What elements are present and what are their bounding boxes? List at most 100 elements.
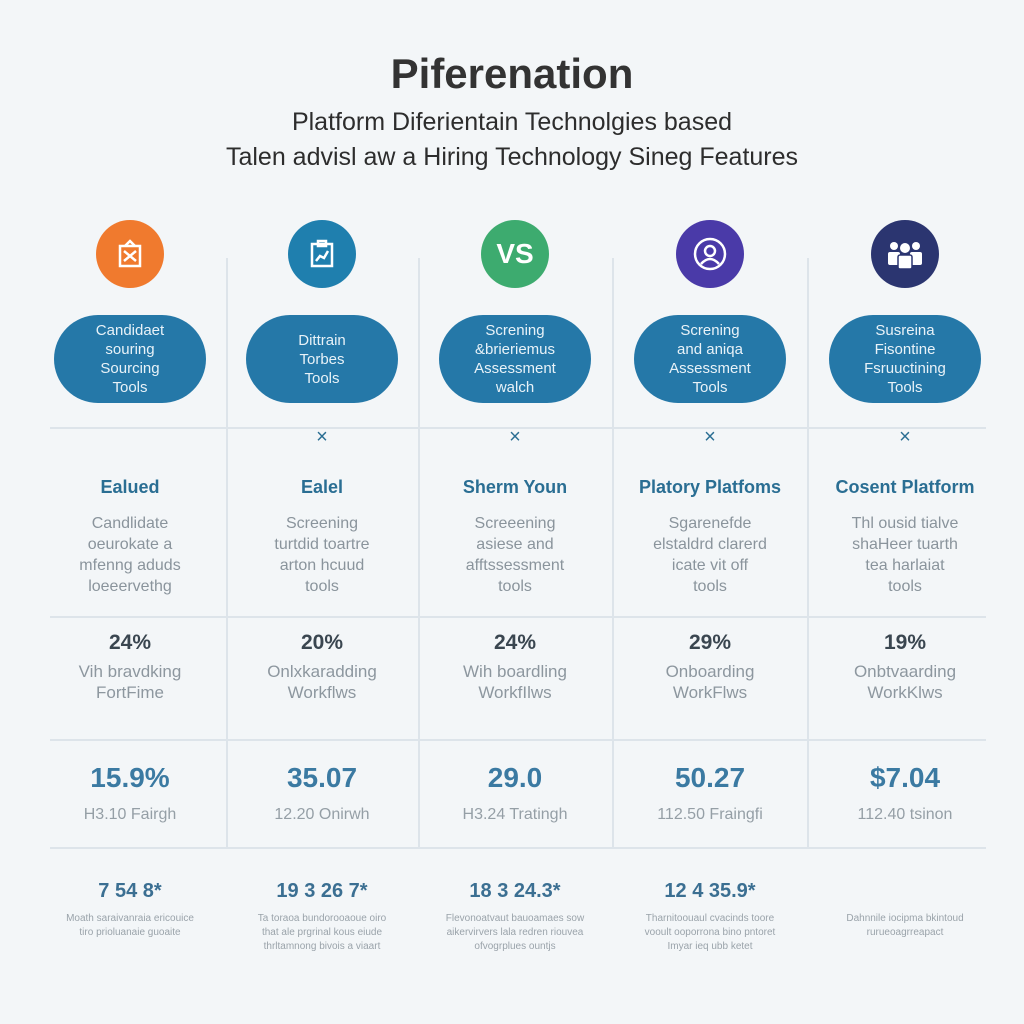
pill-line: Tools <box>304 369 340 387</box>
percentage-label: Vih bravdking FortFime <box>35 661 225 703</box>
percentage-value: 20% <box>300 631 344 654</box>
metric-label: 112.50 Fraingfi <box>657 806 763 823</box>
metric-label: 12.20 Onirwh <box>274 806 370 823</box>
foot_label-line: ofvogrplues ountjs <box>474 941 556 952</box>
desc-line: loeeervethg <box>88 578 172 595</box>
footer-note: Dahnnile iocipma bkintoud rurueoagrreapac… <box>810 912 1000 940</box>
foot_label-line: Ta toraoa bundorooaoue oiro <box>257 913 387 924</box>
pill-line: and aniqa <box>677 341 743 358</box>
page-title: Piferenation <box>390 50 634 97</box>
foot_label-line: rurueoagrreapact <box>866 927 944 938</box>
desc-line: Candlidate <box>91 515 169 532</box>
platform-column: VS Screning &brieriemus Assessment walch × … <box>420 0 610 1024</box>
percentage-value: 24% <box>493 631 537 654</box>
pct_label-line: Onbtvaarding <box>853 662 957 681</box>
pill-line: Screning <box>485 322 545 339</box>
subtitle-line-2: Talen advisl aw a Hiring Technology Sine… <box>225 143 799 171</box>
footer-value: 18 3 24.3* <box>469 880 561 902</box>
category-pill: Screning and aniqa Assessment Tools <box>634 315 786 403</box>
percentage-label: Onlxkaradding Workflws <box>227 661 417 703</box>
percentage-label: Wih boardling WorkfIlws <box>420 661 610 703</box>
desc-line: oeurokate a <box>87 536 173 553</box>
foot_label-line: aikervirvers lala redren riouvea <box>446 927 584 938</box>
pct_label-line: Onboarding <box>665 662 755 681</box>
close-icon: × <box>704 426 716 448</box>
footer-note: Flevonoatvaut bauoamaes sow aikervirvers … <box>420 912 610 954</box>
column-divider <box>226 258 228 848</box>
pct_label-line: FortFime <box>96 683 164 702</box>
pill-line: Tools <box>887 379 923 396</box>
footer-value: 12 4 35.9* <box>664 880 756 902</box>
desc-line: tools <box>888 578 922 595</box>
foot_label-line: Flevonoatvaut bauoamaes sow <box>445 913 585 924</box>
pct_label-line: Wih boardling <box>463 662 567 681</box>
foot_label-line: Tharnitoouaul cvacinds toore <box>645 913 775 924</box>
percentage-label: Onboarding WorkFlws <box>615 661 805 703</box>
foot_label-line: tiro prioluanaie guoaite <box>79 927 181 938</box>
foot_label-line: Moath saraivanraia ericouice <box>66 913 194 924</box>
metric-value: 50.27 <box>674 762 746 793</box>
platform-heading: Sherm Youn <box>462 477 568 497</box>
desc-line: shaHeer tuarth <box>852 536 958 553</box>
metric-label: 112.40 tsinon <box>857 806 953 823</box>
pct_label-line: WorkKlws <box>867 683 943 702</box>
metric-label: H3.10 Fairgh <box>83 806 177 823</box>
pill-line: &brieriemus <box>474 341 556 358</box>
category-pill: Candidaet souring Sourcing Tools <box>54 315 206 403</box>
pill-line: Candidaet <box>95 322 165 339</box>
desc-line: Thl ousid tialve <box>851 515 959 532</box>
desc-line: afftssessment <box>465 557 565 574</box>
platform-heading: Ealued <box>100 477 160 497</box>
foot_label-line: vooult ooporrona bino pntoret <box>644 927 776 938</box>
platform-column: Susreina Fisontine Fsruuctining Tools × Cos… <box>810 0 1000 1024</box>
pct_label-line: WorkFlws <box>672 683 748 702</box>
pill-line: souring <box>105 341 155 358</box>
footer-note: Ta toraoa bundorooaoue oiro that ale prgr… <box>227 912 417 954</box>
category-pill: Screning &brieriemus Assessment walch <box>439 315 591 403</box>
pct_label-line: Vih bravdking <box>78 662 182 681</box>
foot_label-line: Dahnnile iocipma bkintoud <box>846 913 964 924</box>
column-divider <box>612 258 614 848</box>
desc-line: tools <box>498 578 532 595</box>
platform-heading: Platory Platfoms <box>638 477 782 497</box>
vs-icon: VS <box>481 220 549 288</box>
platform-description: Thl ousid tialve shaHeer tuarth tea harlai… <box>810 513 1000 597</box>
pill-line: Tools <box>692 379 728 396</box>
percentage-label: Onbtvaarding WorkKlws <box>810 661 1000 703</box>
divider <box>50 739 986 741</box>
desc-line: icate vit off <box>671 557 749 574</box>
desc-line: turtdid toartre <box>274 536 370 553</box>
clipboard-chart-icon <box>288 220 356 288</box>
desc-line: asiese and <box>476 536 554 553</box>
team-icon <box>871 220 939 288</box>
foot_label-line: Imyar ieq ubb ketet <box>667 941 753 952</box>
desc-line: tools <box>693 578 727 595</box>
platform-column: Screning and aniqa Assessment Tools × Plato… <box>615 0 805 1024</box>
pill-line: Fisontine <box>874 341 936 358</box>
footer-note: Moath saraivanraia ericouice tiro priolua… <box>35 912 225 940</box>
close-icon: × <box>316 426 328 448</box>
platform-column: Dittrain Torbes Tools × Ealel Screening tur… <box>227 0 417 1024</box>
close-icon: × <box>509 426 521 448</box>
platform-description: Screening turtdid toartre arton hcuud tools <box>227 513 417 597</box>
pill-line: Assessment <box>474 360 556 377</box>
column-divider <box>807 258 809 848</box>
foot_label-line: thrltamnong bivois a viaart <box>263 941 381 952</box>
footer-value: 19 3 26 7* <box>276 880 368 902</box>
metric-value: $7.04 <box>869 762 941 793</box>
pill-line: Screning <box>680 322 740 339</box>
column-divider <box>418 258 420 848</box>
desc-line: elstaldrd clarerd <box>653 536 767 553</box>
user-profile-icon <box>676 220 744 288</box>
metric-value: 15.9% <box>90 762 170 793</box>
desc-line: Screeening <box>474 515 556 532</box>
foot_label-line: that ale prgrinal kous eiude <box>261 927 383 938</box>
pill-line: Susreina <box>875 322 935 339</box>
pct_label-line: WorkfIlws <box>478 683 552 702</box>
footer-value: 7 54 8* <box>98 880 162 902</box>
percentage-value: 19% <box>883 631 927 654</box>
platform-description: Screeening asiese and afftssessment tools <box>420 513 610 597</box>
desc-line: Screening <box>285 515 359 532</box>
divider <box>50 616 986 618</box>
divider <box>50 847 986 849</box>
